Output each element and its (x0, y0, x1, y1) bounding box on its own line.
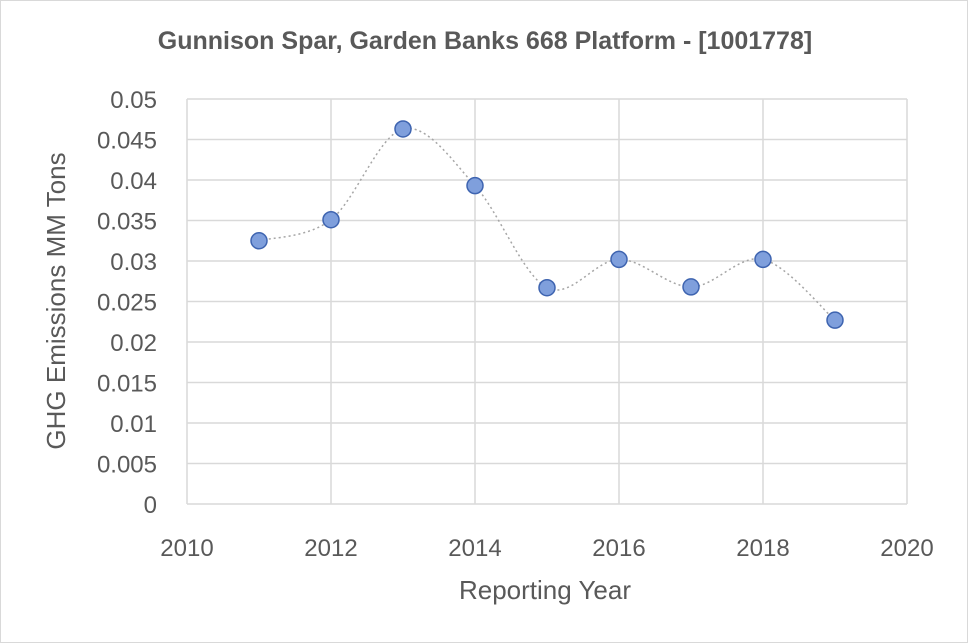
y-tick-label: 0 (144, 492, 157, 519)
y-tick-label: 0.045 (97, 128, 157, 155)
y-axis-label: GHG Emissions MM Tons (41, 152, 71, 449)
y-tick-label: 0.035 (97, 209, 157, 236)
y-tick-label: 0.03 (110, 249, 157, 276)
x-tick-label: 2010 (160, 535, 213, 562)
y-tick-label: 0.02 (110, 330, 157, 357)
y-tick-label: 0.015 (97, 371, 157, 398)
y-tick-label: 0.01 (110, 411, 157, 438)
data-point (826, 311, 844, 329)
y-tick-label: 0.05 (110, 87, 157, 114)
y-tick-label: 0.025 (97, 290, 157, 317)
x-tick-label: 2016 (592, 535, 645, 562)
x-tick-label: 2020 (880, 535, 933, 562)
x-tick-label: 2012 (304, 535, 357, 562)
x-tick-labels: 2010 2012 2014 2016 2018 2020 (160, 535, 933, 562)
data-point (322, 210, 340, 229)
data-point (394, 120, 412, 138)
data-point (538, 278, 556, 297)
data-point (610, 250, 628, 269)
x-axis-label: Reporting Year (459, 575, 631, 605)
chart-title: Gunnison Spar, Garden Banks 668 Platform… (157, 27, 813, 55)
y-tick-label: 0.005 (97, 452, 157, 479)
data-point (466, 176, 484, 195)
data-point (250, 232, 268, 250)
data-point (754, 250, 772, 269)
x-tick-label: 2018 (736, 535, 789, 562)
y-tick-label: 0.04 (110, 168, 157, 195)
gridlines (186, 98, 908, 505)
data-points (250, 120, 844, 329)
y-tick-labels: 0 0.005 0.01 0.015 0.02 0.025 0.03 0.035 0.04 0.0… (97, 87, 157, 519)
data-point (682, 278, 700, 296)
x-tick-label: 2014 (448, 535, 501, 562)
